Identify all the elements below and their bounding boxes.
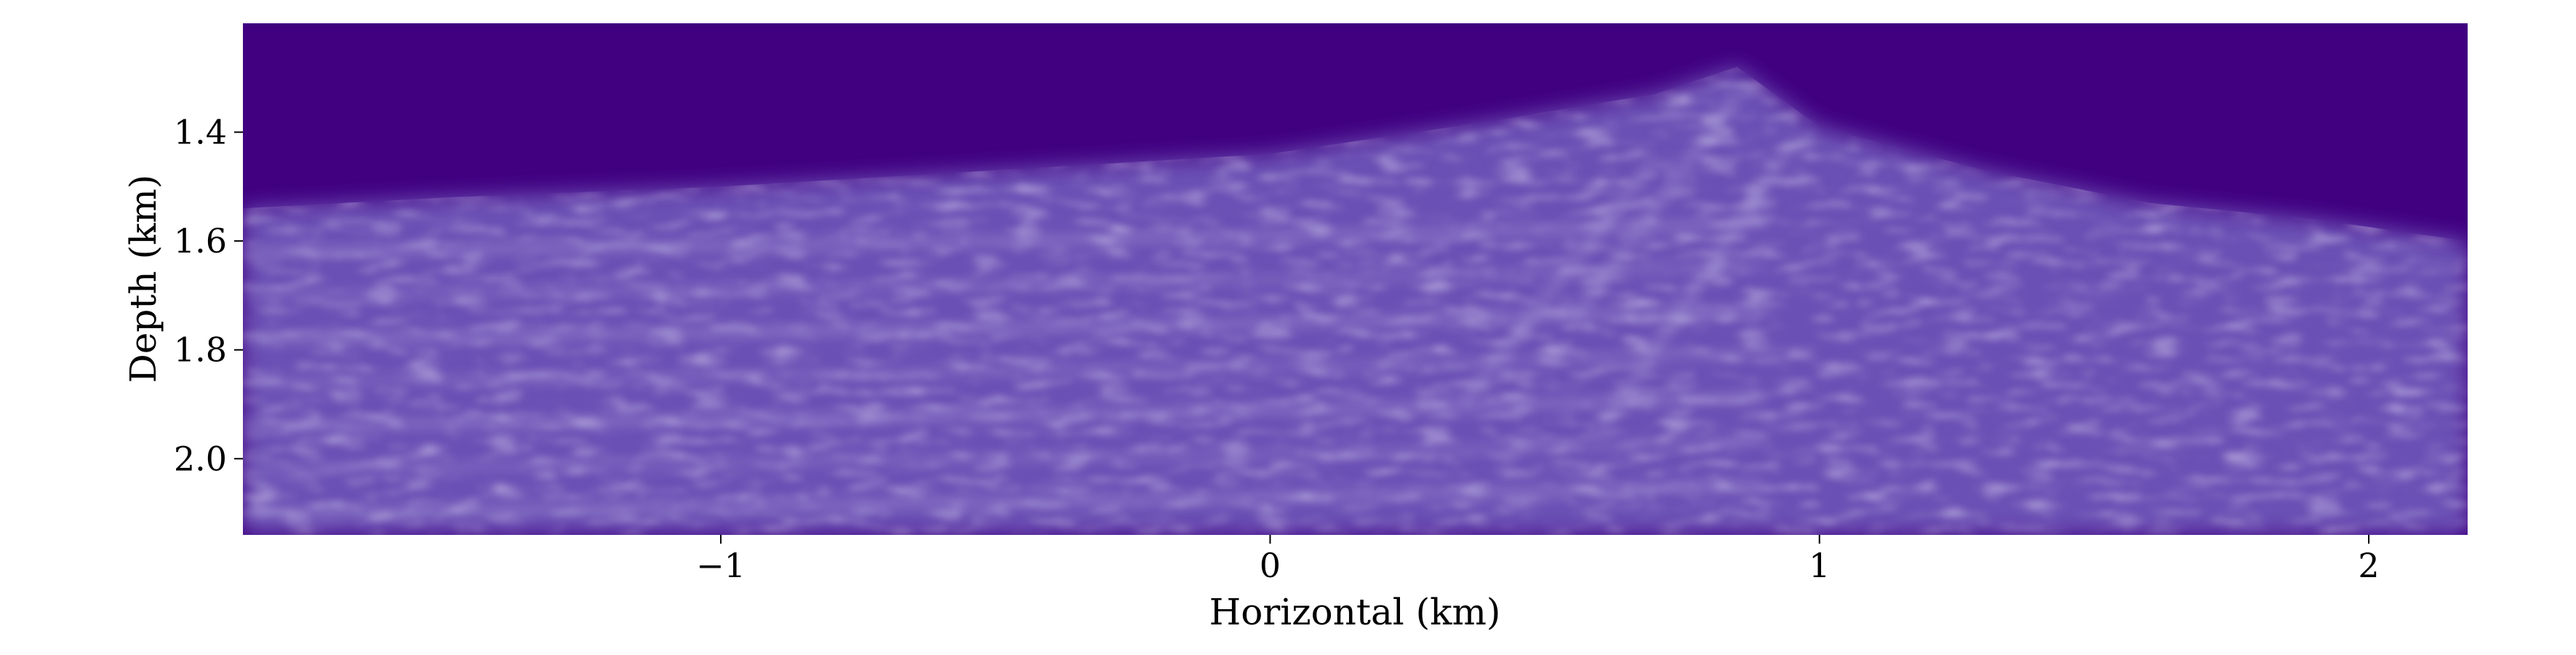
reflectivity-texture <box>243 66 2468 535</box>
x-tick-label: −1 <box>696 546 745 585</box>
y-tick-label: 2.0 <box>174 439 227 478</box>
y-axis-ticks: 1.4 1.6 1.8 2.0 <box>174 113 243 478</box>
reflector-band <box>243 437 1765 474</box>
y-tick-label: 1.4 <box>174 113 227 152</box>
x-tick-label: 0 <box>1260 546 1281 585</box>
x-axis-ticks: −1 0 1 2 <box>696 535 2380 585</box>
reflector-band <box>243 219 1765 256</box>
y-tick-label: 1.8 <box>174 330 227 370</box>
dipping-reflector <box>1568 91 1742 326</box>
y-axis-label: Depth (km) <box>122 175 164 384</box>
heatmap-image <box>243 66 2468 535</box>
y-tick-label: 1.6 <box>174 221 227 261</box>
reflector-band <box>243 306 1765 343</box>
reflector-band <box>243 349 1765 386</box>
x-tick-label: 1 <box>1809 546 1830 585</box>
x-axis-label: Horizontal (km) <box>1209 591 1501 633</box>
plot-area <box>243 23 2468 535</box>
reflector-band <box>243 480 1765 517</box>
x-tick-label: 2 <box>2358 546 2379 585</box>
reflector-band <box>243 262 1765 299</box>
dipping-reflector <box>1458 156 1659 408</box>
dipping-reflector <box>1595 140 1796 434</box>
